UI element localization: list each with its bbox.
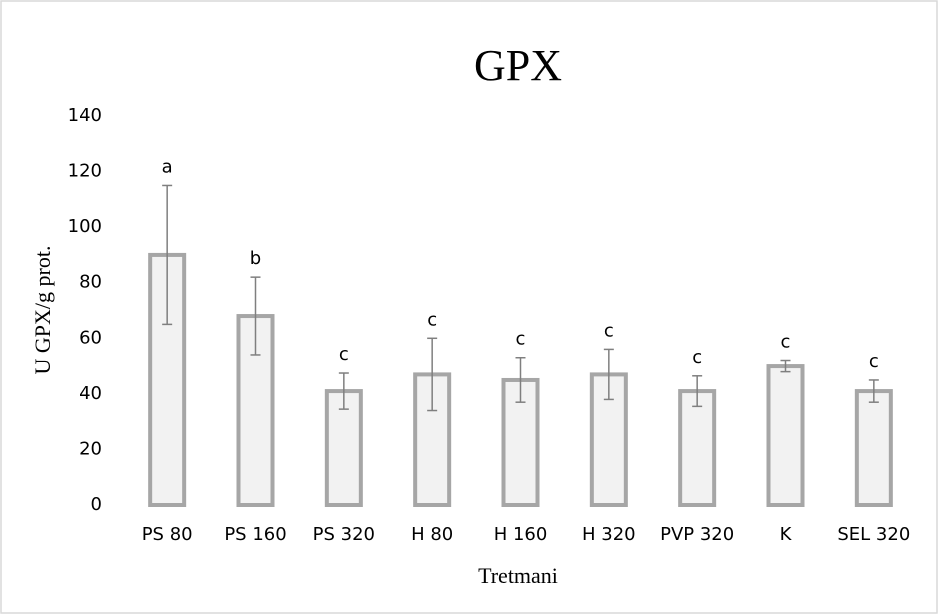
annotation: c: [516, 329, 526, 350]
x-tick-label: H 80: [411, 524, 453, 545]
x-tick-label: SEL 320: [837, 524, 910, 545]
error-bar: [338, 372, 349, 410]
x-tick-label: PVP 320: [660, 524, 734, 545]
x-tick-label: H 320: [582, 524, 636, 545]
y-tick-label: 60: [79, 327, 102, 348]
error-bar: [780, 359, 791, 373]
y-tick-label: 0: [91, 494, 102, 515]
bar: [854, 389, 893, 508]
y-tick-label: 120: [68, 161, 102, 182]
annotation: a: [162, 156, 173, 177]
x-tick-label: PS 80: [142, 524, 193, 545]
error-bar: [868, 379, 879, 403]
bar: [324, 389, 363, 508]
y-tick-label: 140: [68, 105, 102, 126]
bar: [678, 389, 717, 508]
annotation: c: [604, 320, 614, 341]
annotation: c: [339, 344, 349, 365]
chart-title: GPX: [474, 41, 562, 90]
error-bar: [250, 276, 261, 356]
y-tick-label: 40: [79, 383, 102, 404]
x-axis-label: Tretmani: [478, 563, 558, 588]
annotation: c: [781, 332, 791, 353]
error-bar: [603, 348, 614, 401]
annotation: b: [250, 248, 261, 269]
error-bar: [162, 184, 173, 326]
annotation: c: [692, 347, 702, 368]
x-tick-label: H 160: [494, 524, 548, 545]
error-bar: [515, 356, 526, 403]
y-axis-label: U GPX/g prot.: [30, 246, 55, 375]
error-bar: [692, 375, 703, 408]
y-tick-label: 100: [68, 216, 102, 237]
annotation: c: [869, 351, 879, 372]
y-tick-label: 80: [79, 272, 102, 293]
error-bar: [427, 337, 438, 412]
x-tick-label: PS 320: [313, 524, 375, 545]
annotation: c: [427, 309, 437, 330]
y-tick-label: 20: [79, 438, 102, 459]
bar: [766, 364, 805, 508]
x-tick-label: K: [780, 524, 793, 545]
x-tick-label: PS 160: [224, 524, 286, 545]
